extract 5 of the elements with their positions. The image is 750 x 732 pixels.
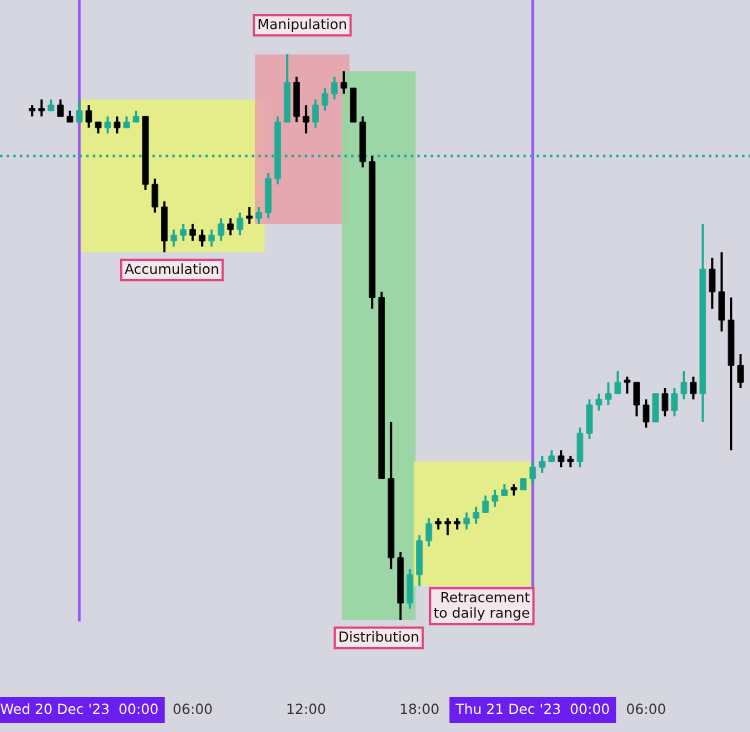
- candlestick: [236, 211, 244, 237]
- candlestick: [661, 386, 669, 418]
- candlestick: [76, 98, 83, 124]
- candlestick: [652, 392, 659, 424]
- candlestick: [690, 375, 697, 401]
